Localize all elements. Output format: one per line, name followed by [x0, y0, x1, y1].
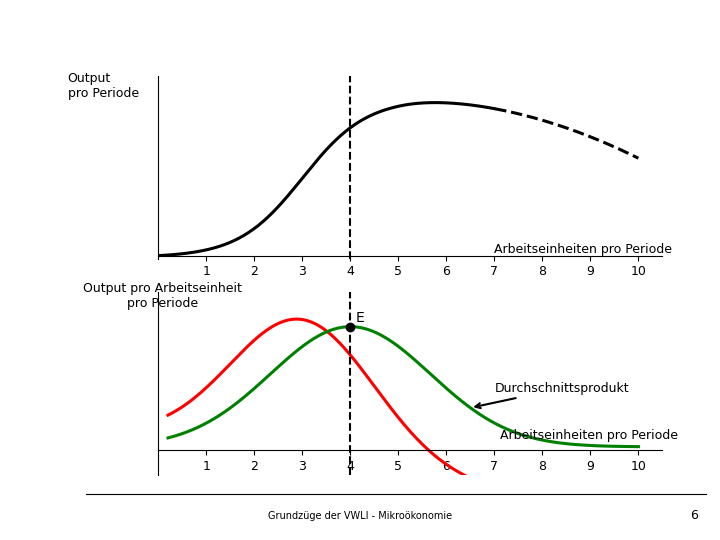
Text: Output pro Arbeitseinheit
pro Periode: Output pro Arbeitseinheit pro Periode [83, 282, 242, 310]
Text: Durchschnittsprodukt: Durchschnittsprodukt [475, 382, 629, 408]
Text: E: E [355, 310, 364, 325]
Text: 6: 6 [690, 509, 698, 522]
Text: Arbeitseinheiten pro Periode: Arbeitseinheiten pro Periode [500, 429, 678, 442]
Text: Aufgabe 18 – Vorbemerkungen (IV): Aufgabe 18 – Vorbemerkungen (IV) [86, 18, 634, 46]
Text: Grundzüge der VWLI - Mikroökonomie: Grundzüge der VWLI - Mikroökonomie [268, 511, 452, 521]
Text: Output
pro Periode: Output pro Periode [68, 72, 139, 100]
Text: Arbeitseinheiten pro Periode: Arbeitseinheiten pro Periode [495, 242, 672, 255]
